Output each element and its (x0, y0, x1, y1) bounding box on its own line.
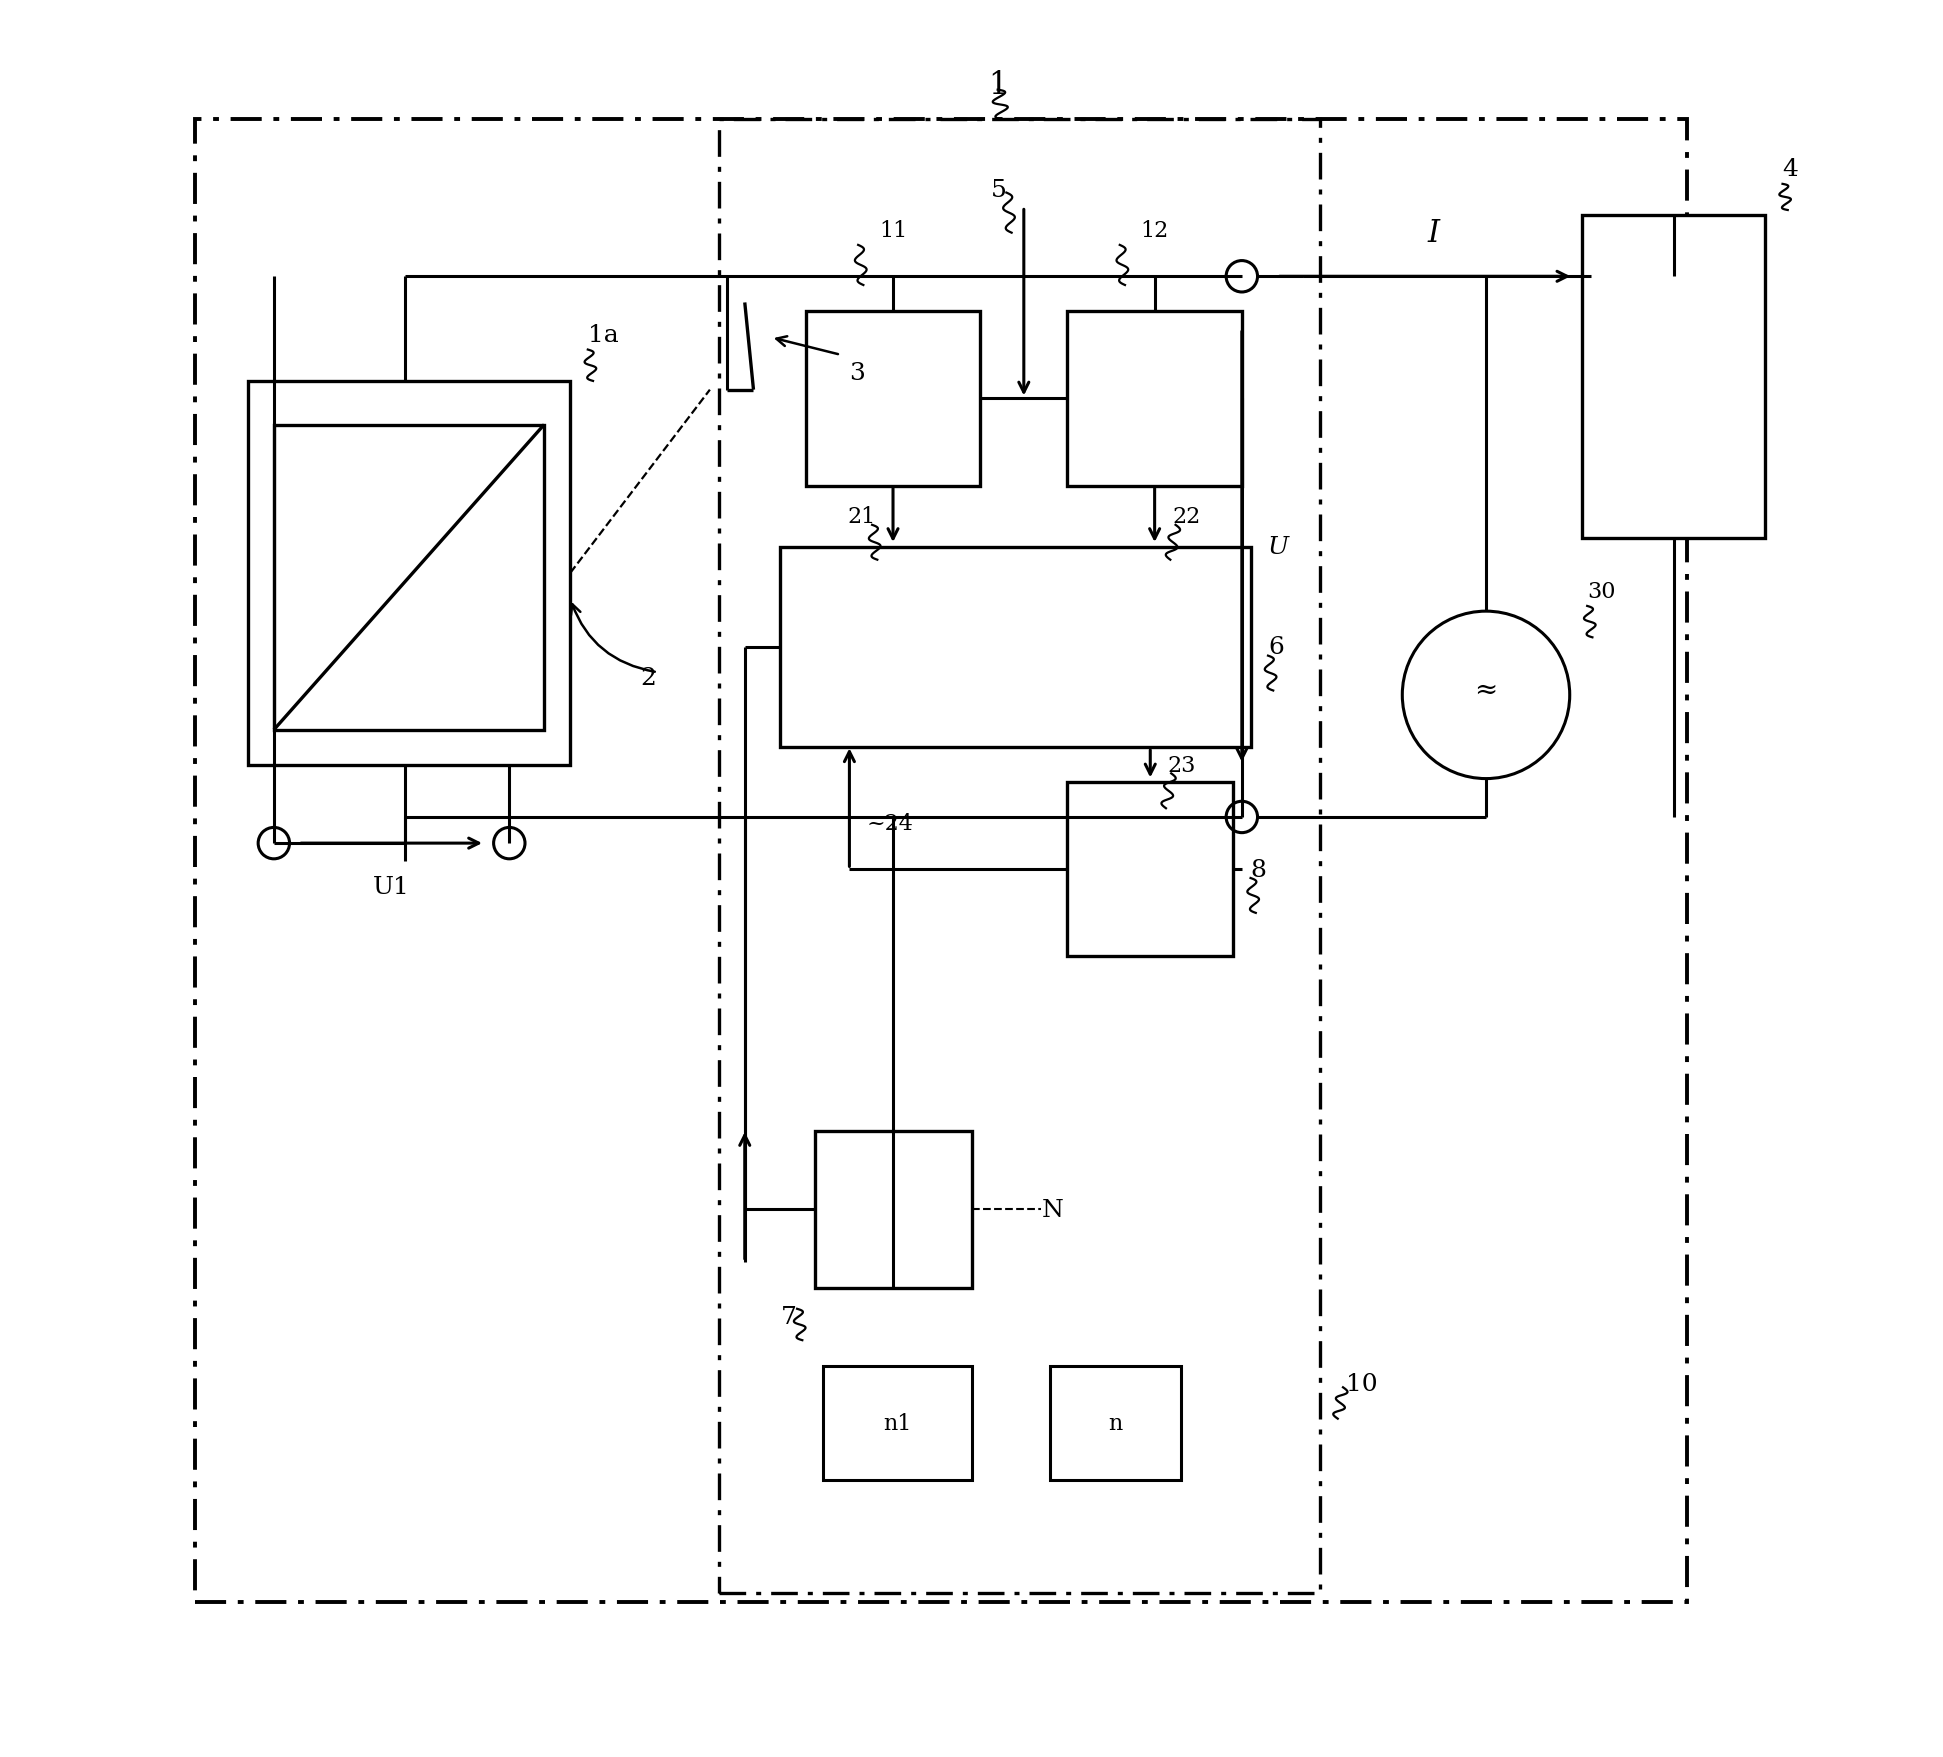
Text: 30: 30 (1587, 582, 1617, 603)
Text: ~24: ~24 (867, 813, 913, 835)
Text: 1: 1 (987, 70, 1006, 100)
Text: ≈: ≈ (1475, 676, 1498, 705)
Bar (719, 119, 1321, 1594)
Text: 4: 4 (1782, 158, 1799, 181)
Text: 10: 10 (1346, 1372, 1378, 1395)
Text: 6: 6 (1269, 636, 1284, 659)
Text: 12: 12 (1141, 220, 1170, 242)
Text: 22: 22 (1172, 506, 1201, 527)
Text: U: U (1269, 536, 1288, 559)
Text: N: N (1041, 1198, 1063, 1221)
Bar (247, 381, 571, 766)
Text: 21: 21 (847, 506, 876, 527)
Bar (1582, 216, 1764, 539)
Bar (1067, 782, 1234, 958)
Text: 1a: 1a (589, 323, 618, 346)
Text: U1: U1 (373, 875, 410, 900)
Bar (274, 425, 544, 731)
Text: 5: 5 (991, 179, 1006, 202)
Text: I: I (1428, 218, 1440, 249)
Text: 3: 3 (849, 362, 865, 385)
Bar (814, 1132, 972, 1288)
Text: 23: 23 (1168, 754, 1197, 777)
Bar (196, 119, 1687, 1602)
Text: 11: 11 (878, 220, 907, 242)
Text: n: n (1108, 1413, 1123, 1434)
Bar (779, 548, 1251, 748)
Text: 2: 2 (639, 666, 657, 689)
Text: 8: 8 (1251, 857, 1267, 882)
Bar (1067, 313, 1242, 487)
Bar (806, 313, 979, 487)
Text: n1: n1 (884, 1413, 911, 1434)
Bar (824, 1367, 972, 1479)
Bar (1049, 1367, 1181, 1479)
Text: 7: 7 (781, 1305, 797, 1328)
